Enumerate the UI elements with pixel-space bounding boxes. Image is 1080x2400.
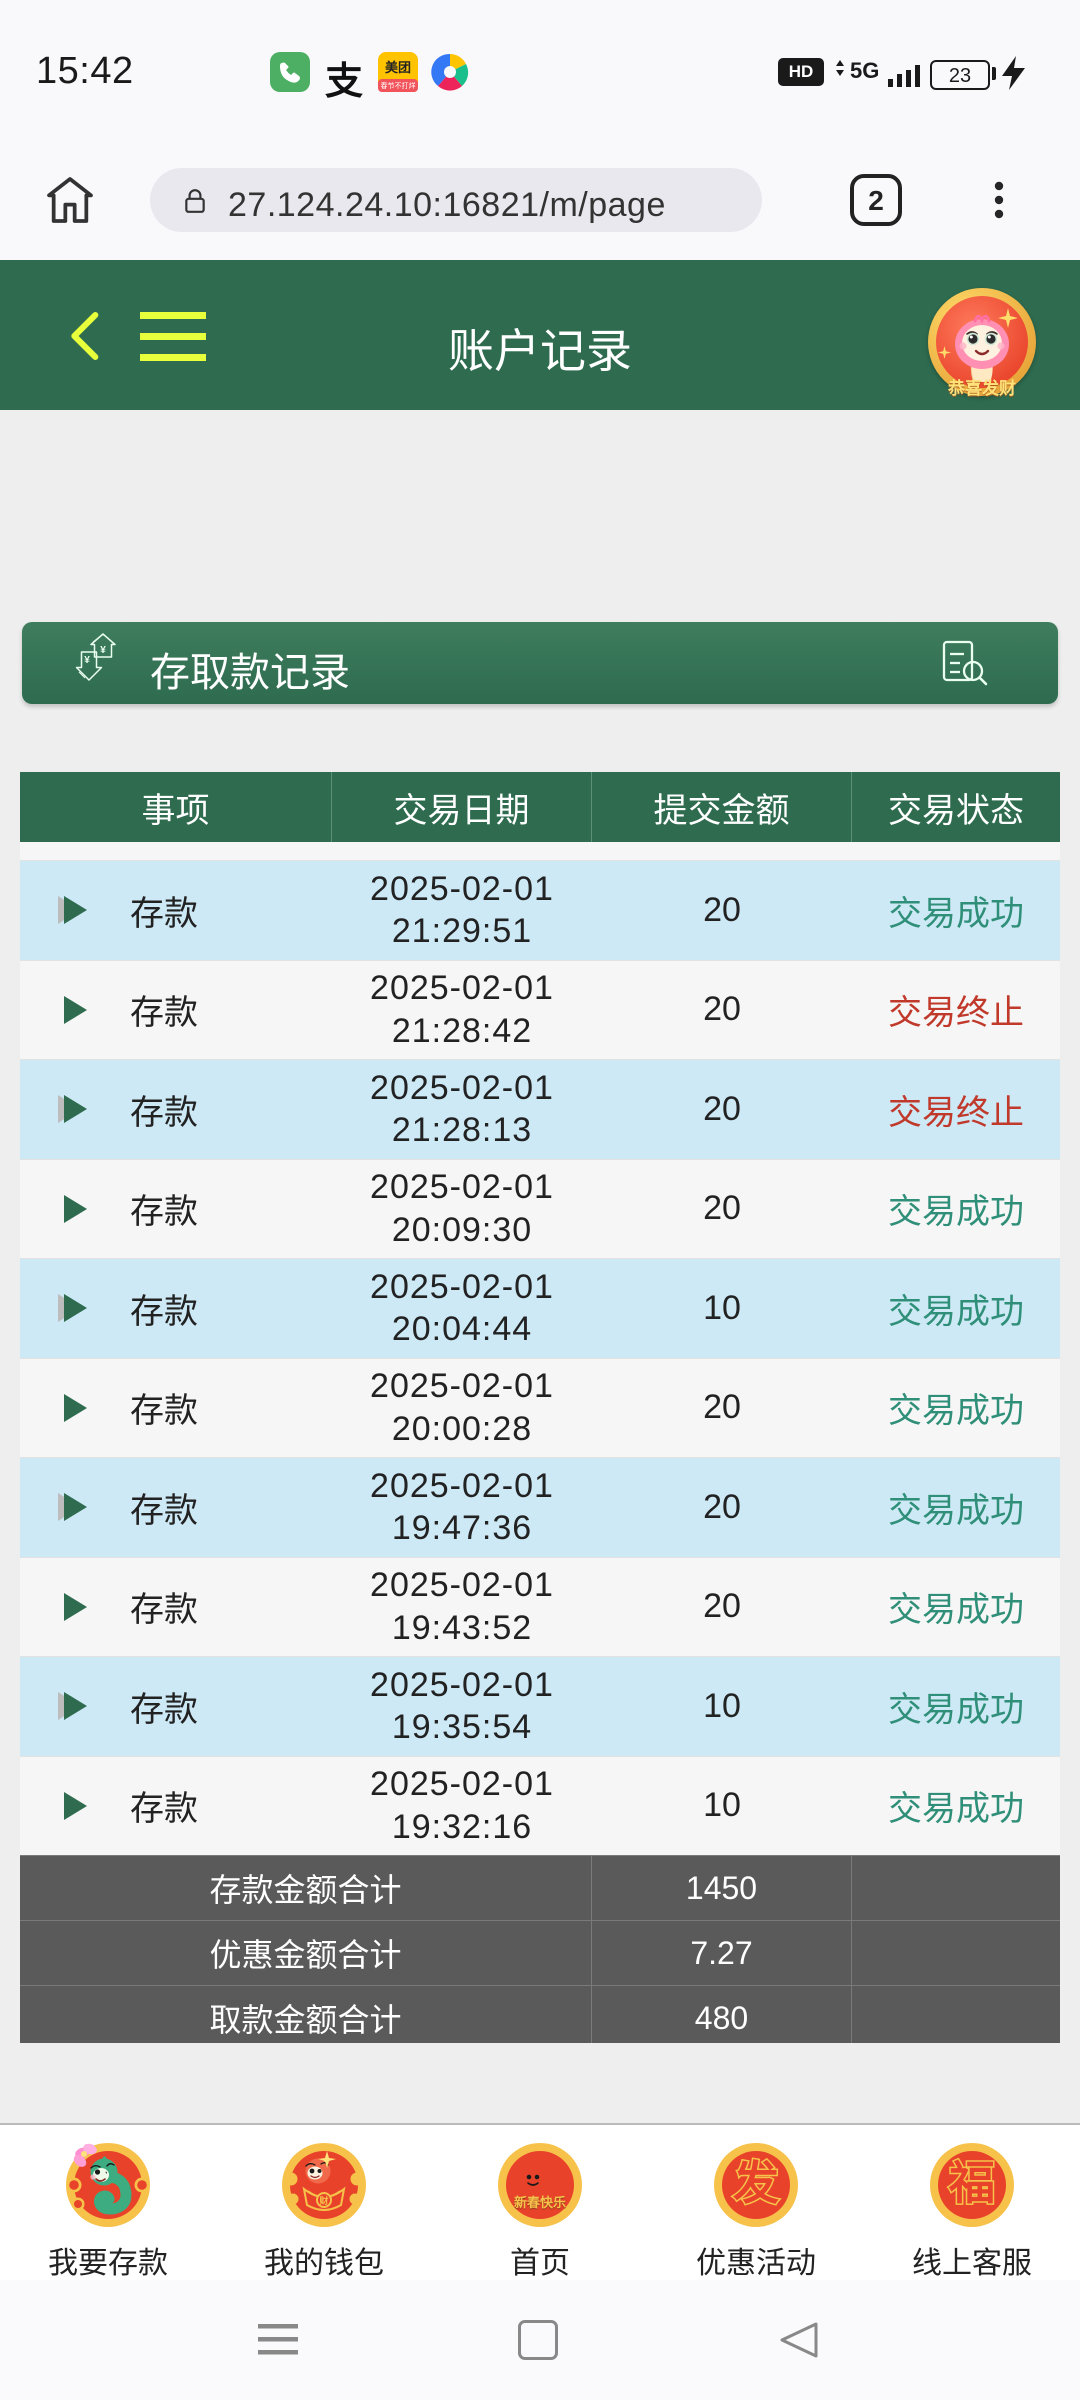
svg-text:新春快乐: 新春快乐 [514,2195,566,2210]
svg-text:美团: 美团 [385,60,411,75]
svg-text:发: 发 [733,2157,779,2209]
svg-text:¥: ¥ [100,645,106,656]
svg-text:福: 福 [948,2157,995,2209]
svg-text:¥: ¥ [84,655,90,666]
svg-text:财: 财 [318,2195,328,2206]
svg-text:春节不打烊: 春节不打烊 [381,81,416,90]
